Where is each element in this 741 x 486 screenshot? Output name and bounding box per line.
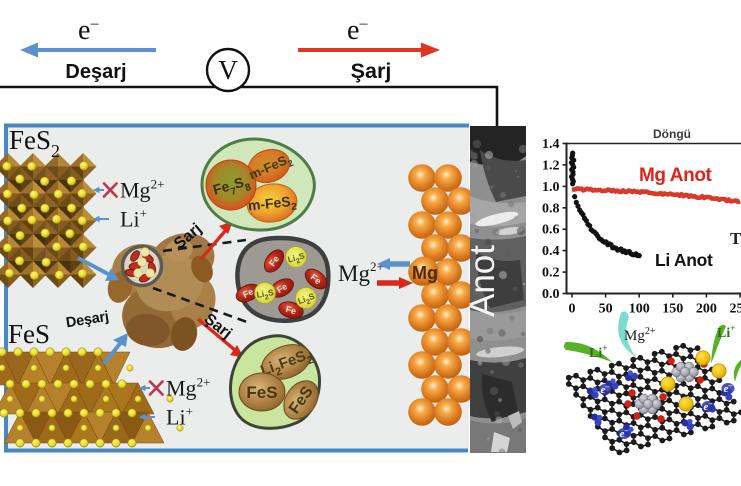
svg-text:0.6: 0.6 xyxy=(542,223,560,238)
svg-text:Şarj: Şarj xyxy=(351,59,392,83)
svg-text:50: 50 xyxy=(599,302,613,317)
svg-text:1.0: 1.0 xyxy=(542,180,560,195)
svg-text:0.2: 0.2 xyxy=(542,266,560,281)
svg-text:1.2: 1.2 xyxy=(542,158,560,173)
svg-text:0.4: 0.4 xyxy=(542,244,560,259)
svg-text:100: 100 xyxy=(629,302,650,317)
svg-text:Mg Anot: Mg Anot xyxy=(639,165,713,186)
svg-text:Mg: Mg xyxy=(412,263,438,283)
svg-text:250: 250 xyxy=(730,302,741,317)
svg-text:0: 0 xyxy=(569,302,576,317)
svg-text:150: 150 xyxy=(662,302,683,317)
svg-text:e–: e– xyxy=(620,426,629,440)
svg-text:1.4: 1.4 xyxy=(542,137,560,152)
svg-text:Li Anot: Li Anot xyxy=(655,250,713,270)
svg-text:Fe: Fe xyxy=(267,254,281,268)
svg-text:Fe: Fe xyxy=(241,286,255,300)
svg-text:Döngü: Döngü xyxy=(653,127,691,141)
svg-text:200: 200 xyxy=(696,302,717,317)
svg-text:0.0: 0.0 xyxy=(542,287,560,302)
svg-text:e–: e– xyxy=(724,381,733,395)
svg-text:Anot: Anot xyxy=(463,245,502,317)
svg-text:FeS: FeS xyxy=(8,319,50,349)
svg-text:Deşarj: Deşarj xyxy=(65,309,110,332)
svg-text:V: V xyxy=(218,55,238,85)
svg-text:T: T xyxy=(730,229,741,248)
svg-text:0.8: 0.8 xyxy=(542,201,560,216)
svg-text:FeS: FeS xyxy=(246,383,277,402)
svg-text:e–: e– xyxy=(601,382,610,396)
svg-text:Fe: Fe xyxy=(285,304,298,316)
svg-text:Deşarj: Deşarj xyxy=(65,61,126,83)
svg-text:Fe: Fe xyxy=(275,281,289,295)
svg-text:e–: e– xyxy=(704,399,713,413)
